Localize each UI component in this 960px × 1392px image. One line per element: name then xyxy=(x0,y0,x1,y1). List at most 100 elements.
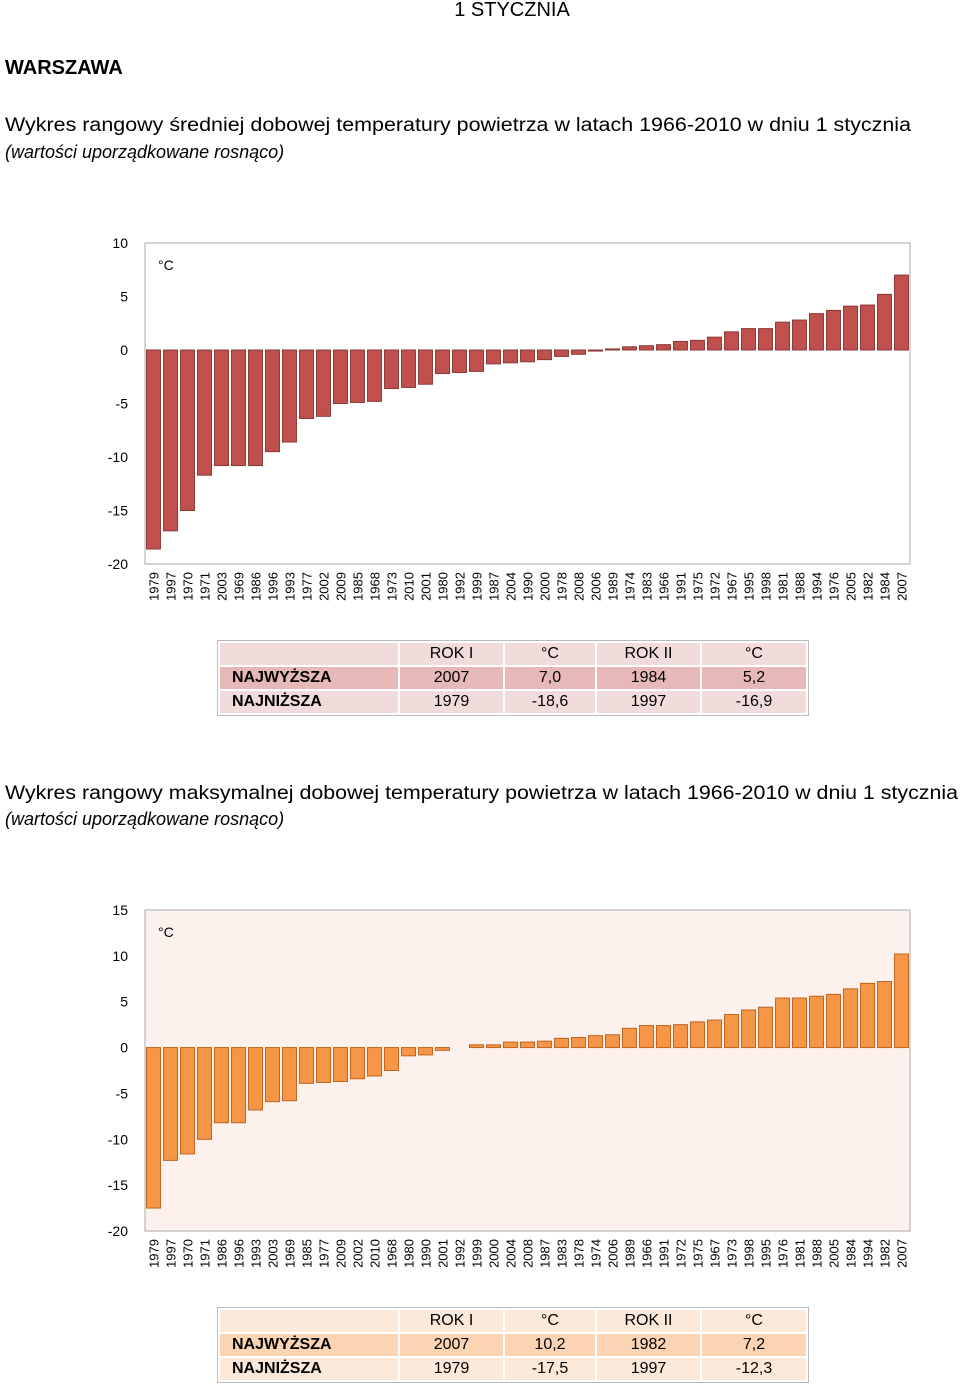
cell: 1979 xyxy=(398,689,505,715)
bar xyxy=(758,328,773,351)
bar xyxy=(894,953,909,1049)
bar xyxy=(724,1014,739,1049)
bar xyxy=(809,995,824,1049)
x-tick-label: 2004 xyxy=(504,572,519,601)
bar xyxy=(401,349,416,388)
x-tick-label: 1966 xyxy=(640,1239,655,1268)
chart-title: Wykres rangowy średniej dobowej temperat… xyxy=(5,115,911,136)
bar xyxy=(180,1047,195,1155)
bar xyxy=(333,349,348,404)
cell: -12,3 xyxy=(700,1356,808,1382)
bar xyxy=(843,988,858,1049)
bar xyxy=(367,1047,382,1077)
cell: 2007 xyxy=(398,665,505,691)
bar xyxy=(656,344,671,351)
x-tick-label: 1972 xyxy=(708,572,723,601)
bar xyxy=(690,339,705,351)
x-tick-label: 1982 xyxy=(861,572,876,601)
cell: 7,2 xyxy=(700,1332,808,1358)
x-tick-label: 1976 xyxy=(827,572,842,601)
x-tick-label: 1989 xyxy=(623,1239,638,1268)
x-tick-label: 1991 xyxy=(657,1239,672,1268)
x-tick-label: 1967 xyxy=(725,572,740,601)
y-tick-label: 0 xyxy=(120,342,128,358)
bar xyxy=(350,1047,365,1080)
x-tick-label: 2001 xyxy=(436,1239,451,1268)
x-tick-label: 1989 xyxy=(606,572,621,601)
bar xyxy=(469,349,484,372)
x-tick-label: 1966 xyxy=(657,572,672,601)
y-tick-label: -5 xyxy=(116,396,129,412)
x-tick-label: 1990 xyxy=(521,572,536,601)
y-tick-label: 5 xyxy=(120,994,128,1010)
bar xyxy=(554,349,569,357)
y-tick-label: -20 xyxy=(108,1223,128,1239)
x-tick-label: 2003 xyxy=(215,572,230,601)
x-tick-label: 1986 xyxy=(215,1239,230,1268)
x-tick-label: 1967 xyxy=(708,1239,723,1268)
summary-table: ROK I °C ROK II °C NAJWYŻSZA 2007 10,2 1982 7,2 N… xyxy=(217,1307,809,1383)
x-tick-label: 1987 xyxy=(538,1239,553,1268)
bar xyxy=(775,321,790,351)
bar xyxy=(435,1047,450,1051)
bar xyxy=(316,1047,331,1083)
bar xyxy=(231,349,246,467)
bar xyxy=(673,1024,688,1049)
bar xyxy=(554,1037,569,1049)
x-tick-label: 1993 xyxy=(283,572,298,601)
x-tick-label: 1970 xyxy=(181,572,196,601)
row-label: NAJWYŻSZA xyxy=(218,1332,400,1358)
bar xyxy=(503,1041,518,1049)
bar xyxy=(265,1047,280,1103)
x-tick-label: 1973 xyxy=(385,572,400,601)
header-cell: °C xyxy=(700,1308,808,1334)
bar xyxy=(282,1047,297,1102)
bar xyxy=(588,349,603,352)
bar xyxy=(214,1047,229,1124)
cell: 5,2 xyxy=(700,665,808,691)
x-tick-label: 2010 xyxy=(402,572,417,601)
x-tick-label: 1971 xyxy=(198,1239,213,1268)
header-cell xyxy=(218,641,400,667)
x-tick-label: 2001 xyxy=(419,572,434,601)
bar xyxy=(214,349,229,467)
bar xyxy=(435,349,450,375)
x-tick-label: 1997 xyxy=(164,1239,179,1268)
x-tick-label: 1970 xyxy=(181,1239,196,1268)
x-tick-label: 2007 xyxy=(895,572,910,601)
bar xyxy=(248,349,263,467)
x-tick-label: 1975 xyxy=(691,572,706,601)
y-tick-label: 5 xyxy=(120,289,128,305)
bar xyxy=(707,336,722,351)
row-label: NAJNIŻSZA xyxy=(218,689,400,715)
y-tick-label: -15 xyxy=(108,503,128,519)
header-cell: ROK I xyxy=(398,641,505,667)
x-tick-label: 1977 xyxy=(317,1239,332,1268)
bar xyxy=(384,349,399,390)
x-tick-label: 2006 xyxy=(589,572,604,601)
y-tick-label: -10 xyxy=(108,449,128,465)
cell: -18,6 xyxy=(503,689,597,715)
bar xyxy=(418,1047,433,1056)
bar xyxy=(656,1025,671,1049)
header-cell: °C xyxy=(503,1308,597,1334)
bar xyxy=(588,1035,603,1049)
bar xyxy=(520,1041,535,1049)
cell: 10,2 xyxy=(503,1332,597,1358)
bar xyxy=(826,309,841,351)
bar xyxy=(503,349,518,364)
x-tick-label: 1995 xyxy=(759,1239,774,1268)
bar xyxy=(707,1019,722,1049)
bar xyxy=(741,328,756,351)
x-tick-label: 1981 xyxy=(793,1239,808,1268)
x-tick-label: 2002 xyxy=(351,1239,366,1268)
x-tick-label: 1979 xyxy=(147,1239,162,1268)
x-tick-label: 2007 xyxy=(895,1239,910,1268)
x-tick-label: 2009 xyxy=(334,1239,349,1268)
y-tick-label: -10 xyxy=(108,1131,128,1147)
chart-subtitle: (wartości uporządkowane rosnąco) xyxy=(5,809,284,829)
x-tick-label: 1975 xyxy=(691,1239,706,1268)
x-tick-label: 1996 xyxy=(266,572,281,601)
x-tick-label: 1980 xyxy=(436,572,451,601)
bar xyxy=(146,1047,161,1209)
